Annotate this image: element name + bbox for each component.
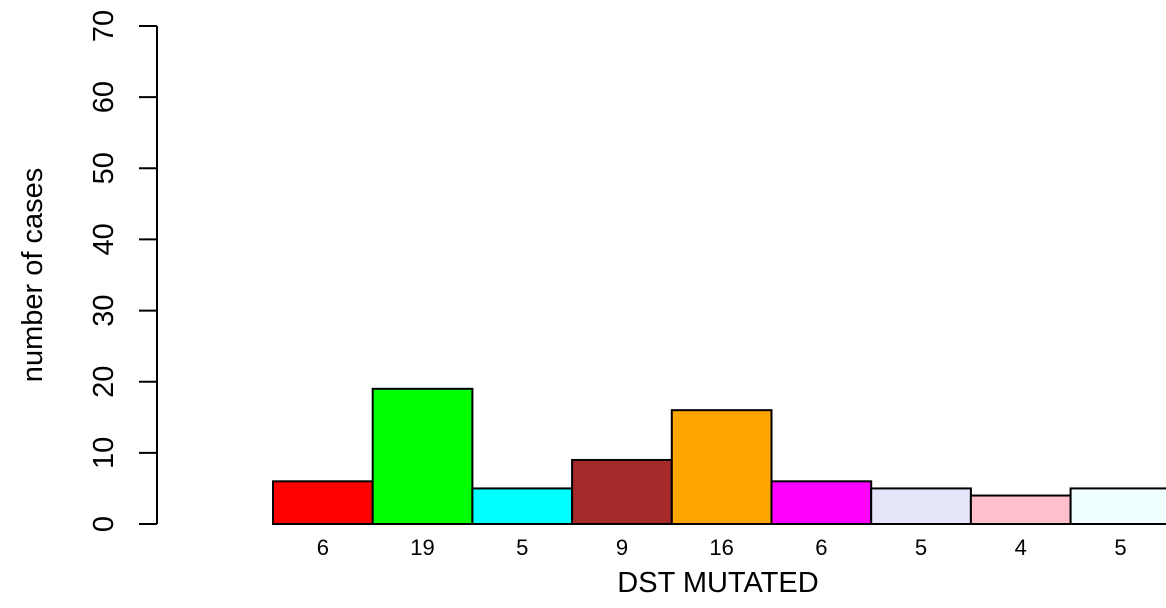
bar-category-label: 6 <box>815 535 827 560</box>
bar-category-label: 4 <box>1015 535 1027 560</box>
bar <box>670 409 773 525</box>
bar-category-label: 5 <box>915 535 927 560</box>
y-tick-label: 30 <box>88 294 120 326</box>
bar <box>770 480 873 526</box>
bar-category-label: 5 <box>516 535 528 560</box>
bar <box>969 494 1072 525</box>
bar <box>1069 487 1166 525</box>
bar-category-label: 16 <box>709 535 733 560</box>
y-tick-label: 10 <box>88 437 120 469</box>
y-axis-label: number of cases <box>17 168 49 382</box>
bar <box>272 480 374 526</box>
bar-labels: 6 19 5 9 16 6 5 4 5 <box>317 535 1127 560</box>
bar <box>870 487 972 525</box>
y-tick-label: 20 <box>88 366 120 398</box>
bar-category-label: 5 <box>1114 535 1126 560</box>
bar <box>571 458 673 526</box>
y-axis: 0 10 20 30 40 50 60 70 <box>88 10 158 532</box>
y-tick-label: 40 <box>88 223 120 255</box>
bar-category-label: 9 <box>616 535 628 560</box>
bar-category-label: 6 <box>317 535 329 560</box>
bar <box>371 387 474 526</box>
x-axis-label: DST MUTATED <box>617 567 818 599</box>
y-tick-label: 60 <box>88 81 120 113</box>
y-tick-label: 50 <box>88 152 120 184</box>
bars <box>272 387 1166 526</box>
bar-category-label: 19 <box>410 535 434 560</box>
y-tick-label: 70 <box>88 10 120 42</box>
bar <box>471 487 574 525</box>
y-tick-label: 0 <box>88 516 120 532</box>
